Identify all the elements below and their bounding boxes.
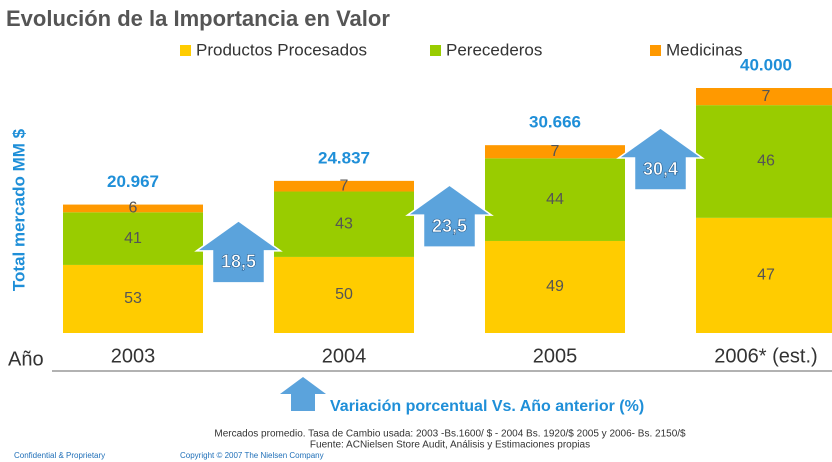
x-tick-label: 2003 bbox=[111, 345, 156, 367]
bar-segment bbox=[63, 264, 203, 333]
legend-swatch bbox=[430, 45, 441, 56]
footnote: Fuente: ACNielsen Store Audit, Análisis … bbox=[310, 440, 590, 451]
bar-segment bbox=[696, 217, 832, 333]
bar-segment bbox=[696, 105, 832, 218]
segment-label: 43 bbox=[335, 215, 353, 232]
copyright: Copyright © 2007 The Nielsen Company bbox=[180, 451, 324, 460]
growth-legend-arrow bbox=[280, 377, 326, 411]
bar-segment bbox=[274, 256, 414, 333]
bar-segment bbox=[485, 158, 625, 241]
segment-label: 7 bbox=[551, 143, 560, 160]
growth-legend: Variación porcentual Vs. Año anterior (%… bbox=[330, 398, 644, 415]
segment-label: 49 bbox=[546, 278, 564, 295]
segment-label: 41 bbox=[124, 230, 142, 247]
y-axis-label: Total mercado MM $ bbox=[9, 128, 28, 291]
segment-label: 44 bbox=[546, 191, 564, 208]
growth-label: 18,5 bbox=[221, 252, 256, 272]
x-axis-label: Año bbox=[8, 348, 44, 370]
x-tick-label: 2006* (est.) bbox=[714, 345, 817, 367]
total-label: 24.837 bbox=[318, 148, 370, 167]
growth-arrow bbox=[194, 219, 283, 284]
x-tick-label: 2005 bbox=[533, 345, 578, 367]
bar-segment bbox=[485, 240, 625, 333]
legend-swatch bbox=[650, 45, 661, 56]
bar-segment bbox=[696, 88, 832, 106]
legend-label: Productos Procesados bbox=[196, 40, 367, 59]
segment-label: 46 bbox=[757, 153, 775, 170]
total-label: 20.967 bbox=[107, 172, 159, 191]
segment-label: 47 bbox=[757, 267, 775, 284]
growth-label: 30,4 bbox=[643, 159, 678, 179]
growth-arrow bbox=[616, 127, 705, 191]
growth-arrow bbox=[405, 184, 494, 248]
total-label: 30.666 bbox=[529, 113, 581, 132]
legend-swatch bbox=[180, 45, 191, 56]
segment-label: 50 bbox=[335, 286, 353, 303]
segment-label: 6 bbox=[129, 200, 138, 217]
legend-label: Medicinas bbox=[666, 40, 743, 59]
bar-segment bbox=[485, 145, 625, 159]
bar-segment bbox=[63, 212, 203, 265]
bar-segment bbox=[274, 180, 414, 192]
chart-title: Evolución de la Importancia en Valor bbox=[6, 6, 390, 31]
segment-label: 7 bbox=[340, 177, 349, 194]
footnote: Mercados promedio. Tasa de Cambio usada:… bbox=[214, 429, 686, 440]
bar-segment bbox=[63, 204, 203, 213]
total-label: 40.000 bbox=[740, 55, 792, 74]
x-tick-label: 2004 bbox=[322, 345, 367, 367]
bar-segment bbox=[274, 191, 414, 257]
segment-label: 53 bbox=[124, 290, 142, 307]
confidential: Confidential & Proprietary bbox=[14, 451, 105, 460]
growth-label: 23,5 bbox=[432, 216, 467, 236]
legend-label: Perecederos bbox=[446, 40, 542, 59]
segment-label: 7 bbox=[762, 88, 771, 105]
